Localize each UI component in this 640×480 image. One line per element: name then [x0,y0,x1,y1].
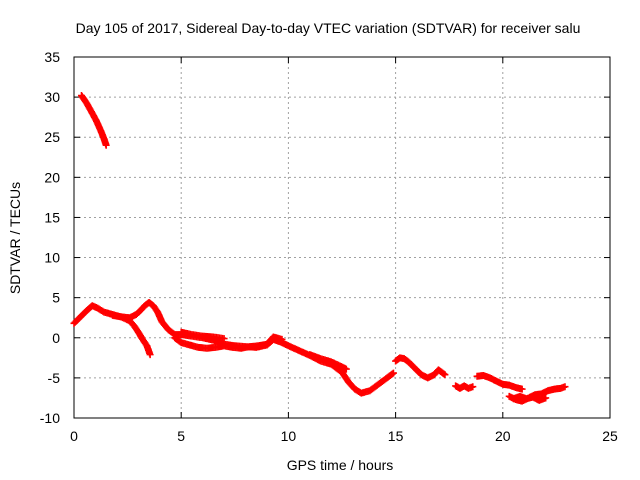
axes: 0 5 10 15 20 25 -10 -5 0 5 10 15 20 25 30 35 [40,49,618,444]
series-early-high-arc [78,92,110,149]
y-tick-label: 20 [44,169,60,185]
series-main-track-d [177,328,228,343]
data-point [220,335,228,343]
chart-title: Day 105 of 2017, Sidereal Day-to-day VTE… [76,20,581,36]
y-tick-label: 0 [52,330,60,346]
y-tick-label: -10 [40,410,60,426]
y-tick-label: -5 [48,370,61,386]
y-tick-label: 30 [44,89,60,105]
data-point [278,335,286,343]
x-tick-label: 20 [495,428,511,444]
grid [74,57,610,418]
y-tick-label: 5 [52,290,60,306]
series-late-c [510,392,550,404]
y-tick-label: 25 [44,129,60,145]
y-axis-title: SDTVAR / TECUs [7,182,23,294]
data-point [518,385,526,393]
data-point [441,371,449,379]
x-axis-title: GPS time / hours [287,457,394,473]
data-point [561,383,569,391]
data-point [102,141,110,149]
series-main-track-e [306,351,350,373]
series-main-track-c [171,333,286,352]
plot-frame [73,56,611,419]
series-mid-late-b [452,382,477,392]
data-point [389,369,397,377]
data-series [70,92,569,405]
x-tick-label: 15 [388,428,404,444]
data-point [440,370,448,378]
data-point [469,383,477,391]
series-mid-late-a [392,354,449,382]
x-tick-label: 0 [70,428,78,444]
y-tick-label: 10 [44,250,60,266]
data-point [542,394,550,402]
series-main-track-b [109,311,154,359]
y-tick-label: 35 [44,49,60,65]
x-tick-label: 5 [177,428,185,444]
x-tick-label: 10 [281,428,297,444]
data-point [388,370,396,378]
series-late-a [473,371,526,393]
data-point [342,365,350,373]
y-tick-label: 15 [44,209,60,225]
data-point [146,351,154,359]
x-tick-label: 25 [602,428,618,444]
